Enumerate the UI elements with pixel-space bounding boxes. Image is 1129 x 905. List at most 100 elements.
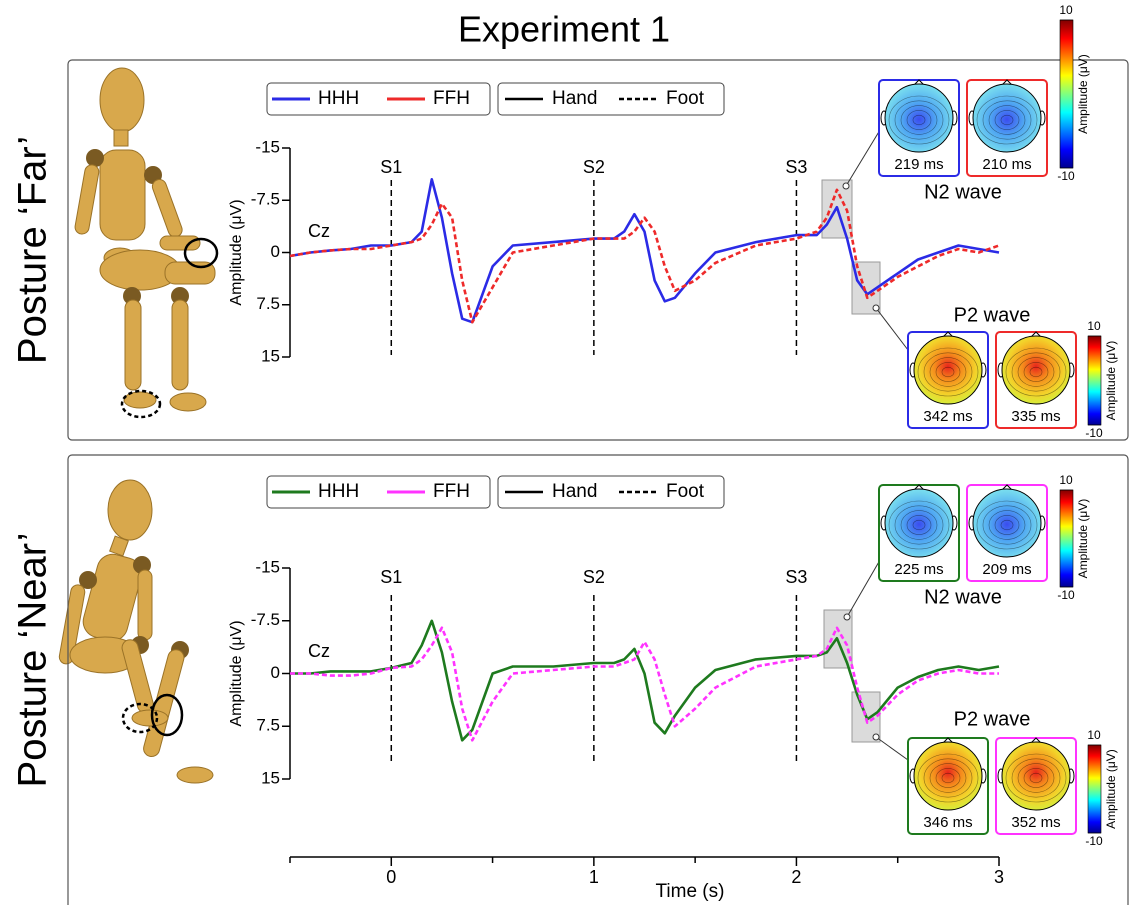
topomap-contour <box>976 95 1038 145</box>
colorbar-tick-label: 10 <box>1059 3 1073 17</box>
topomap-label: 342 ms <box>923 408 972 425</box>
topomap-label: 225 ms <box>894 561 943 578</box>
topomap-contour <box>982 100 1032 140</box>
topomap: 342 ms <box>907 331 989 429</box>
colorbar-label: Amplitude (μV) <box>1104 749 1118 829</box>
topomap: 335 ms <box>995 331 1077 429</box>
connector <box>875 307 909 351</box>
y-axis-label: Amplitude (μV) <box>228 620 245 726</box>
colorbar-label: Amplitude (μV) <box>1076 499 1090 579</box>
topomap-contour <box>894 100 944 140</box>
stimulus-label: S1 <box>380 157 402 177</box>
stimulus-label: S2 <box>583 567 605 587</box>
topomap-contour <box>912 519 926 531</box>
topomap-head <box>1001 741 1071 811</box>
y-tick-label: 0 <box>271 663 280 682</box>
y-tick-label: 15 <box>261 346 280 365</box>
colorbar-tick-label: 10 <box>1087 728 1101 742</box>
topomap-contour <box>917 347 979 397</box>
channel-label: Cz <box>308 641 330 661</box>
mannequin-far <box>74 67 219 419</box>
topomap-contour <box>994 515 1020 535</box>
topomap-label: 352 ms <box>1011 814 1060 831</box>
topomap-contour <box>976 500 1038 550</box>
topomap-contour <box>1005 347 1067 397</box>
channel-label: Cz <box>308 221 330 241</box>
stimulus-label: S3 <box>785 157 807 177</box>
legend-label: Hand <box>552 88 597 109</box>
legend-label: HHH <box>318 481 359 502</box>
topomap-contour <box>888 500 950 550</box>
panel-label: Posture ‘Near’ <box>11 533 55 788</box>
topomap-contour <box>935 768 961 788</box>
panel-label: Posture ‘Far’ <box>11 136 55 364</box>
connector <box>875 736 909 761</box>
x-axis-label: Time (s) <box>656 881 725 902</box>
topomap-contour <box>929 763 967 793</box>
topomap-contour <box>1017 763 1055 793</box>
topomap-contour <box>1000 519 1014 531</box>
y-axis-label: Amplitude (μV) <box>228 199 245 305</box>
topomap-contour <box>917 753 979 803</box>
topomap-contour <box>988 510 1026 540</box>
topomap-contour <box>894 505 944 545</box>
x-tick-label: 2 <box>791 867 801 887</box>
colorbar-tick-label: 10 <box>1059 473 1073 487</box>
topomap-contour <box>1029 366 1043 378</box>
wave-label: P2 wave <box>954 304 1031 326</box>
y-tick-label: -15 <box>255 137 280 156</box>
connector-dot <box>842 182 850 190</box>
topomap-head <box>972 488 1042 558</box>
topomap-head <box>1001 335 1071 405</box>
topomap-contour <box>929 357 967 387</box>
colorbar-label: Amplitude (μV) <box>1104 341 1118 421</box>
topomap-label: 210 ms <box>982 156 1031 173</box>
topomap-label: 209 ms <box>982 561 1031 578</box>
series-line <box>289 178 1000 324</box>
topomap-contour <box>1005 753 1067 803</box>
wave-label: P2 wave <box>954 708 1031 730</box>
topomap-head <box>884 83 954 153</box>
topomap-contour <box>1011 352 1061 392</box>
legend-label: HHH <box>318 88 359 109</box>
series-line <box>289 188 1000 324</box>
topomap-contour <box>923 352 973 392</box>
legend-label: Foot <box>666 88 705 109</box>
figure-title: Experiment 1 <box>458 9 670 50</box>
wave-label: N2 wave <box>924 586 1002 608</box>
topomap-contour <box>1029 772 1043 784</box>
colorbar-tick-label: -10 <box>1085 426 1103 440</box>
topomap-label: 335 ms <box>1011 408 1060 425</box>
topomap-contour <box>900 510 938 540</box>
topomap-contour <box>1023 768 1049 788</box>
topomap-head <box>913 335 983 405</box>
series-line <box>290 626 999 742</box>
topomap-label: 346 ms <box>923 814 972 831</box>
x-tick-label: 3 <box>994 867 1004 887</box>
y-tick-label: 15 <box>261 768 280 787</box>
topomap-contour <box>935 362 961 382</box>
legend-box <box>497 475 725 509</box>
topomap-head <box>913 741 983 811</box>
colorbar-label: Amplitude (μV) <box>1076 54 1090 134</box>
topomap-contour <box>888 95 950 145</box>
legend-label: FFH <box>433 481 470 502</box>
connector-dot <box>872 733 880 741</box>
colorbar-tick-label: -10 <box>1085 834 1103 848</box>
legend-box <box>266 82 491 116</box>
topomap-contour <box>988 105 1026 135</box>
y-tick-label: -7.5 <box>251 190 280 209</box>
colorbar-tick-label: -10 <box>1057 588 1075 602</box>
stimulus-label: S3 <box>785 567 807 587</box>
topomap: 346 ms <box>907 737 989 835</box>
topomap-contour <box>906 515 932 535</box>
connector-dot <box>843 613 851 621</box>
topomap-contour <box>982 505 1032 545</box>
colorbar <box>1059 489 1074 588</box>
panel-frame <box>67 59 1129 441</box>
topomap-contour <box>994 110 1020 130</box>
topomap: 225 ms <box>878 484 960 582</box>
series-line <box>290 619 1000 742</box>
y-tick-label: 0 <box>271 242 280 261</box>
connector-dot <box>872 304 880 312</box>
